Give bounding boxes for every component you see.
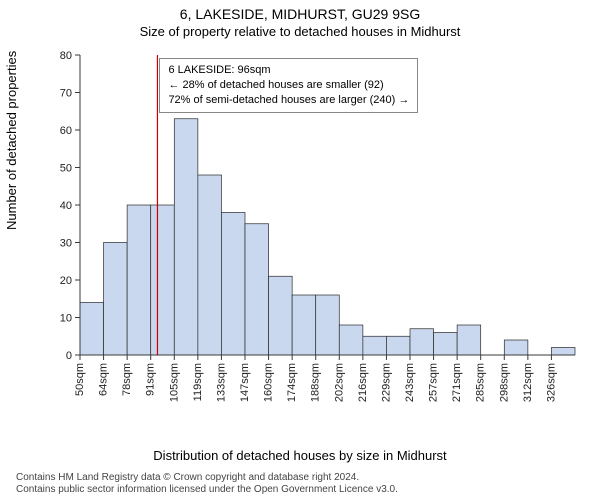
x-tick-label: 64sqm (98, 363, 110, 396)
x-tick-label: 147sqm (239, 363, 251, 402)
x-tick-label: 271sqm (451, 363, 463, 402)
x-tick-label: 50sqm (74, 363, 86, 396)
x-tick-label: 188sqm (310, 363, 322, 402)
y-axis-label: Number of detached properties (4, 51, 19, 230)
footer-line-1: Contains HM Land Registry data © Crown c… (16, 472, 584, 484)
y-tick-label: 60 (60, 125, 72, 137)
x-tick-label: 298sqm (498, 363, 510, 402)
chart-title-main: 6, LAKESIDE, MIDHURST, GU29 9SG (0, 6, 600, 22)
histogram-bar (504, 340, 528, 355)
x-axis-label: Distribution of detached houses by size … (0, 448, 600, 463)
annotation-line-3: 72% of semi-detached houses are larger (… (168, 93, 409, 108)
annotation-line-2: ← 28% of detached houses are smaller (92… (168, 78, 409, 93)
y-tick-label: 50 (60, 163, 72, 175)
histogram-bar (174, 119, 198, 355)
annotation-box: 6 LAKESIDE: 96sqm ← 28% of detached hous… (159, 58, 418, 113)
chart-title-sub: Size of property relative to detached ho… (0, 24, 600, 39)
x-tick-label: 229sqm (380, 363, 392, 402)
histogram-bar (198, 175, 222, 355)
x-tick-label: 216sqm (357, 363, 369, 402)
x-tick-label: 312sqm (522, 363, 534, 402)
y-tick-label: 80 (60, 50, 72, 62)
footer-line-2: Contains public sector information licen… (16, 484, 584, 496)
x-tick-label: 160sqm (263, 363, 275, 402)
x-tick-label: 91sqm (145, 363, 157, 396)
y-tick-label: 10 (60, 313, 72, 325)
histogram-bar (221, 213, 245, 356)
histogram-bar (363, 336, 387, 355)
histogram-bar (316, 295, 340, 355)
x-tick-label: 105sqm (168, 363, 180, 402)
x-tick-label: 119sqm (192, 363, 204, 401)
histogram-bar (339, 325, 363, 355)
y-tick-label: 40 (60, 200, 72, 212)
x-tick-label: 174sqm (286, 363, 298, 402)
histogram-bar (457, 325, 481, 355)
x-tick-label: 202sqm (333, 363, 345, 402)
histogram-bar (127, 205, 151, 355)
x-tick-label: 257sqm (428, 363, 440, 402)
y-tick-label: 0 (66, 350, 72, 362)
footer-attribution: Contains HM Land Registry data © Crown c… (16, 472, 584, 496)
y-tick-label: 70 (60, 88, 72, 100)
x-tick-label: 78sqm (121, 363, 133, 396)
x-tick-label: 243sqm (404, 363, 416, 402)
annotation-line-1: 6 LAKESIDE: 96sqm (168, 63, 409, 78)
histogram-bar (292, 295, 316, 355)
histogram-bar (151, 205, 175, 355)
histogram-bar (80, 303, 104, 356)
y-tick-label: 20 (60, 275, 72, 287)
histogram-bar (245, 224, 269, 355)
x-tick-label: 285sqm (475, 363, 487, 402)
histogram-bar (269, 276, 293, 355)
y-tick-label: 30 (60, 238, 72, 250)
histogram-bar (434, 333, 458, 356)
x-tick-label: 326sqm (545, 363, 557, 402)
x-tick-label: 133sqm (215, 363, 227, 402)
histogram-bar (386, 336, 410, 355)
histogram-bar (410, 329, 434, 355)
histogram-bar (104, 243, 128, 356)
histogram-bar (551, 348, 575, 356)
